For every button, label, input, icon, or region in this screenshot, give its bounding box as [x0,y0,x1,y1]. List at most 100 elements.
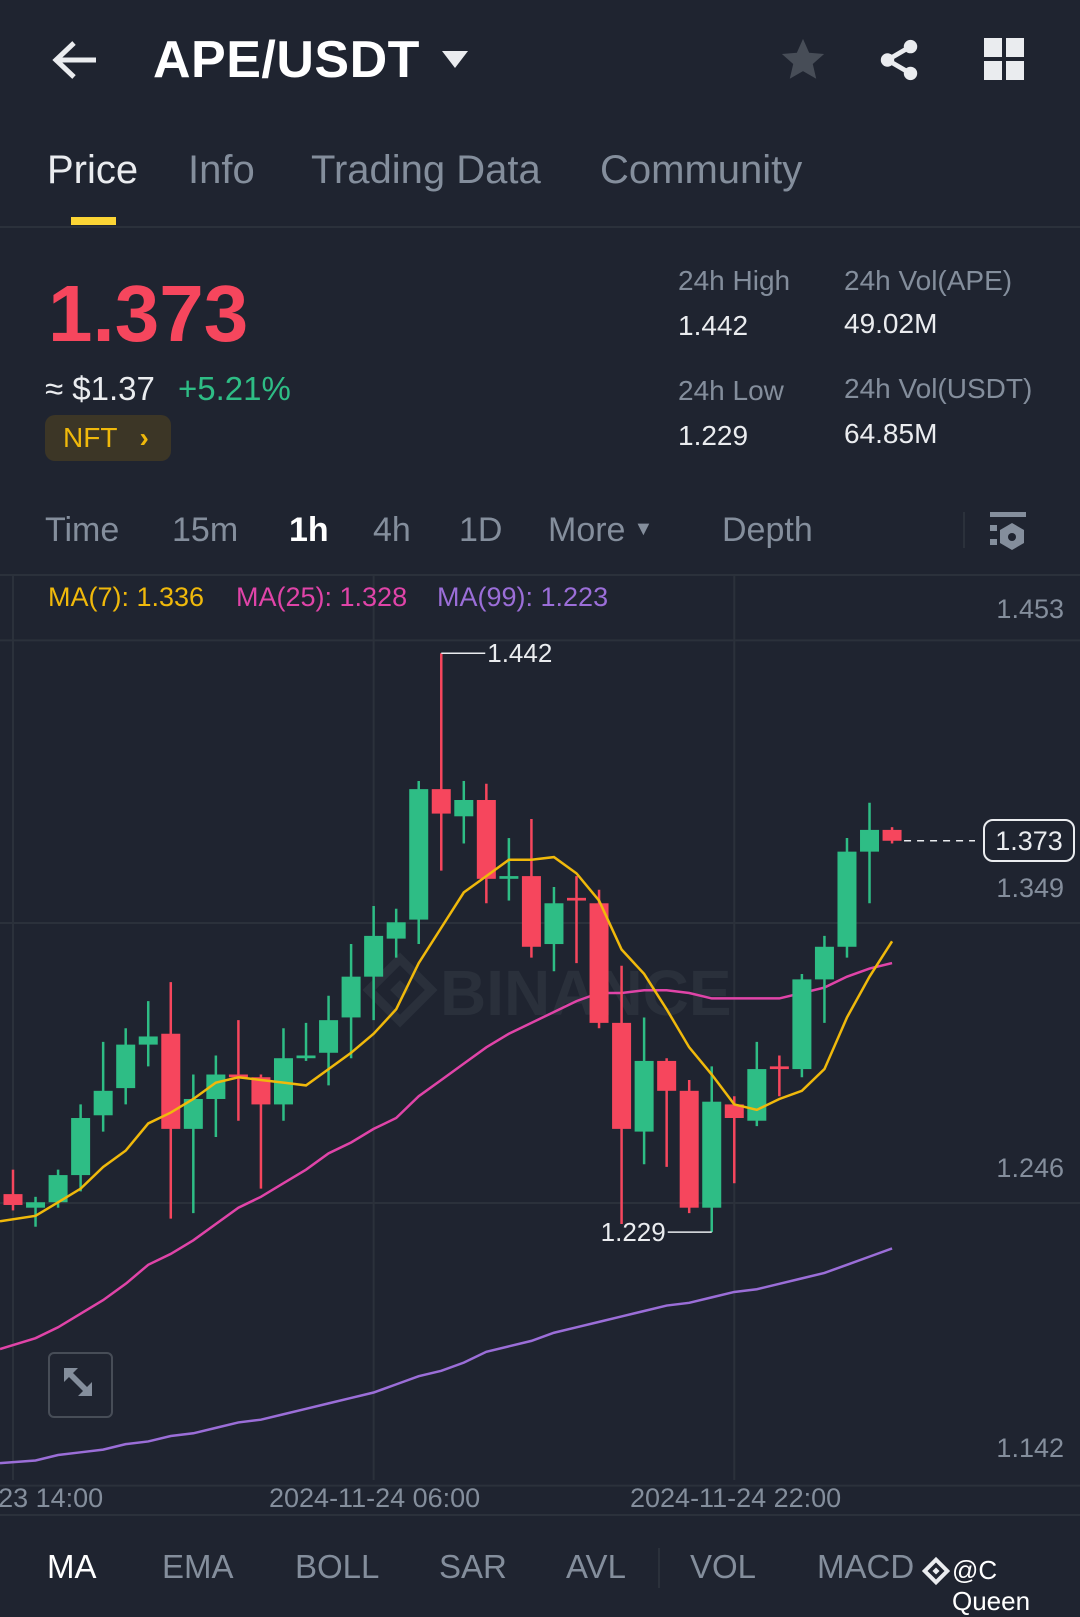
stat-value-24h-low: 1.229 [678,420,749,451]
back-arrow-icon [52,41,96,79]
divider [0,1514,1080,1516]
ma99-legend: MA(99): 1.223 [437,582,609,612]
caret-down-icon[interactable] [440,48,470,72]
tab-trading-data[interactable]: Trading Data [311,148,541,192]
timeframe-4h[interactable]: 4h [373,511,411,549]
timeframe-15m[interactable]: 15m [172,511,239,549]
candle-body[interactable] [724,1104,744,1119]
timeframe-depth[interactable]: Depth [722,511,813,549]
ma25-line [0,961,893,1351]
share-icon[interactable] [876,36,922,84]
candle-body[interactable] [431,789,451,814]
candle-body[interactable] [409,789,429,920]
tab-community[interactable]: Community [600,148,803,192]
candle-body[interactable] [882,829,902,841]
high-marker-label: 1.442 [487,638,552,668]
nft-tag-button[interactable]: NFT › [45,415,171,461]
candle-body[interactable] [860,829,880,852]
candle-body[interactable] [273,1058,293,1105]
x-tick-label: 2024-11-24 06:00 [269,1483,481,1513]
candle-body[interactable] [814,946,834,980]
more-label: More [548,511,626,549]
candle-body[interactable] [589,903,609,1023]
stat-value-24h-vol-ape: 49.02M [844,308,938,339]
x-axis: 2024-11-23 14:00 2024-11-24 06:00 2024-1… [0,1483,1080,1515]
candle-body[interactable] [228,1074,248,1078]
grid-icon[interactable] [984,38,1026,82]
candle-body[interactable] [476,799,496,879]
candle-body[interactable] [769,1066,789,1070]
indicator-vol[interactable]: VOL [690,1548,757,1585]
candle-body[interactable] [567,897,586,901]
price-change: +5.21% [178,370,291,407]
caret-down-icon: ▼ [633,518,654,540]
stat-label-24h-vol-usdt: 24h Vol(USDT) [844,373,1033,404]
candle-body[interactable] [319,1020,339,1053]
pair-title[interactable]: APE/USDT [153,31,420,89]
timeframe-more[interactable]: More ▼ [548,511,653,550]
candle-body[interactable] [183,1098,203,1129]
indicator-macd[interactable]: MACD [817,1548,915,1585]
y-tick-label: 1.142 [996,1433,1064,1463]
candle-body[interactable] [341,976,361,1018]
candle-body[interactable] [702,1101,722,1208]
tab-price[interactable]: Price [47,148,139,192]
indicator-avl[interactable]: AVL [566,1548,626,1585]
stat-label-24h-vol-ape: 24h Vol(APE) [844,265,1013,296]
fullscreen-button[interactable] [48,1352,113,1418]
stat-label-24h-low: 24h Low [678,375,784,406]
candle-body[interactable] [48,1175,68,1203]
expand-icon [64,1368,92,1396]
divider [0,574,1080,576]
candle-body[interactable] [93,1090,113,1116]
ma7-legend: MA(7): 1.336 [48,582,205,612]
divider [658,1548,660,1588]
chevron-right-icon: › [139,422,149,453]
ma99-line [0,1247,893,1465]
candle-body[interactable] [679,1090,699,1208]
candle-body[interactable] [657,1060,677,1091]
stat-value-24h-vol-usdt: 64.85M [844,418,938,449]
chart-settings-icon[interactable] [990,512,1026,552]
timeframe-time[interactable]: Time [45,511,120,549]
candle-body[interactable] [161,1033,181,1129]
candle-body[interactable] [634,1060,654,1132]
candle-body[interactable] [837,851,857,947]
candle-body[interactable] [792,979,812,1070]
candle-body[interactable] [544,903,564,945]
candle-body[interactable] [454,799,474,817]
y-tick-label: 1.453 [996,594,1064,624]
candle-body[interactable] [386,922,406,939]
low-marker-label: 1.229 [601,1217,666,1247]
indicator-ma[interactable]: MA [47,1548,97,1585]
candle-body[interactable] [521,876,541,947]
candle-body[interactable] [3,1194,23,1205]
x-tick-label: 2024-11-24 22:00 [630,1483,842,1513]
indicator-sar[interactable]: SAR [439,1548,507,1585]
back-button[interactable] [50,38,100,82]
nft-tag-label: NFT [63,422,118,453]
current-price-label[interactable]: 1.373 [983,819,1075,862]
indicator-boll[interactable]: BOLL [295,1548,380,1585]
overlay-watermark: @C Queen [952,1555,1031,1616]
stat-label-24h-high: 24h High [678,265,791,296]
candle-body[interactable] [251,1077,271,1105]
timeframe-1d[interactable]: 1D [459,511,503,549]
y-tick-label: 1.246 [996,1153,1064,1183]
star-icon[interactable] [780,36,826,84]
candle-body[interactable] [499,876,519,879]
candle-body[interactable] [138,1036,158,1045]
candle-body[interactable] [26,1202,46,1208]
candle-body[interactable] [71,1118,91,1176]
indicator-ema[interactable]: EMA [162,1548,234,1585]
fiat-price: ≈ $1.37 [45,370,155,407]
candle-body[interactable] [364,935,384,977]
candle-body[interactable] [116,1044,136,1089]
candle-body[interactable] [747,1069,767,1121]
tab-info[interactable]: Info [188,148,255,192]
stat-value-24h-high: 1.442 [678,310,749,341]
candle-body[interactable] [296,1055,316,1059]
timeframe-1h[interactable]: 1h [289,511,329,549]
candle-body[interactable] [612,1022,632,1129]
